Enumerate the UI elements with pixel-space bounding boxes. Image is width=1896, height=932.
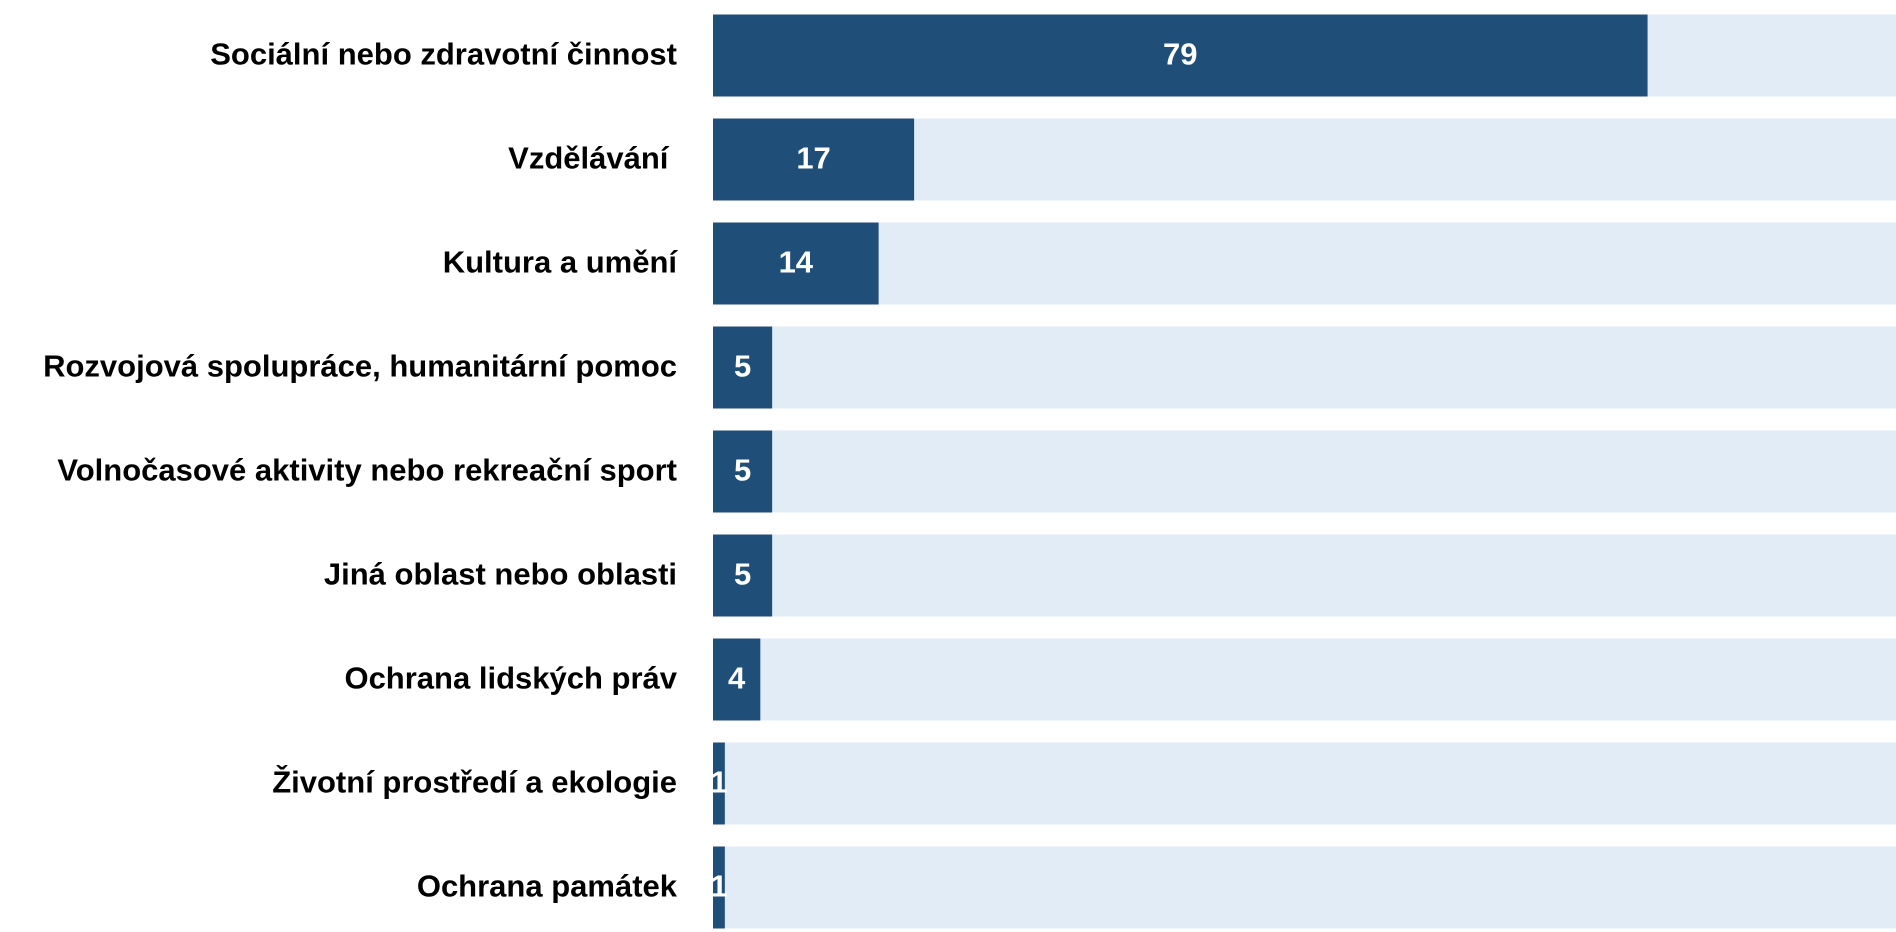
bar-track bbox=[713, 430, 1896, 513]
category-label: Vzdělávání bbox=[508, 141, 677, 176]
bar bbox=[713, 638, 761, 721]
category-label: Ochrana památek bbox=[417, 869, 678, 904]
bar bbox=[713, 118, 915, 201]
bar-track bbox=[713, 222, 1896, 305]
bar bbox=[713, 534, 773, 617]
bar bbox=[713, 326, 773, 409]
bar bbox=[713, 430, 773, 513]
category-label: Jiná oblast nebo oblasti bbox=[324, 557, 677, 592]
bar-track bbox=[713, 638, 1896, 721]
bar bbox=[713, 846, 725, 929]
category-label: Sociální nebo zdravotní činnost bbox=[210, 37, 677, 72]
category-label: Kultura a umění bbox=[443, 245, 679, 280]
bar bbox=[713, 222, 879, 305]
value-label: 5 bbox=[734, 453, 751, 488]
value-label: 5 bbox=[734, 349, 751, 384]
value-label: 1 bbox=[710, 869, 727, 904]
value-label: 5 bbox=[734, 557, 751, 592]
value-label: 17 bbox=[796, 141, 830, 176]
bar-track bbox=[713, 742, 1896, 825]
value-label: 1 bbox=[710, 765, 727, 800]
bar-track bbox=[713, 326, 1896, 409]
category-label: Rozvojová spolupráce, humanitární pomoc bbox=[43, 349, 677, 384]
value-label: 79 bbox=[1163, 37, 1197, 72]
category-label: Ochrana lidských práv bbox=[344, 661, 677, 696]
bar-track bbox=[713, 534, 1896, 617]
value-label: 4 bbox=[728, 661, 746, 696]
bar-track bbox=[713, 846, 1896, 929]
value-label: 14 bbox=[779, 245, 814, 280]
bar bbox=[713, 14, 1648, 97]
bar bbox=[713, 742, 725, 825]
category-label: Životní prostředí a ekologie bbox=[272, 764, 677, 800]
category-label: Volnočasové aktivity nebo rekreační spor… bbox=[57, 453, 677, 488]
